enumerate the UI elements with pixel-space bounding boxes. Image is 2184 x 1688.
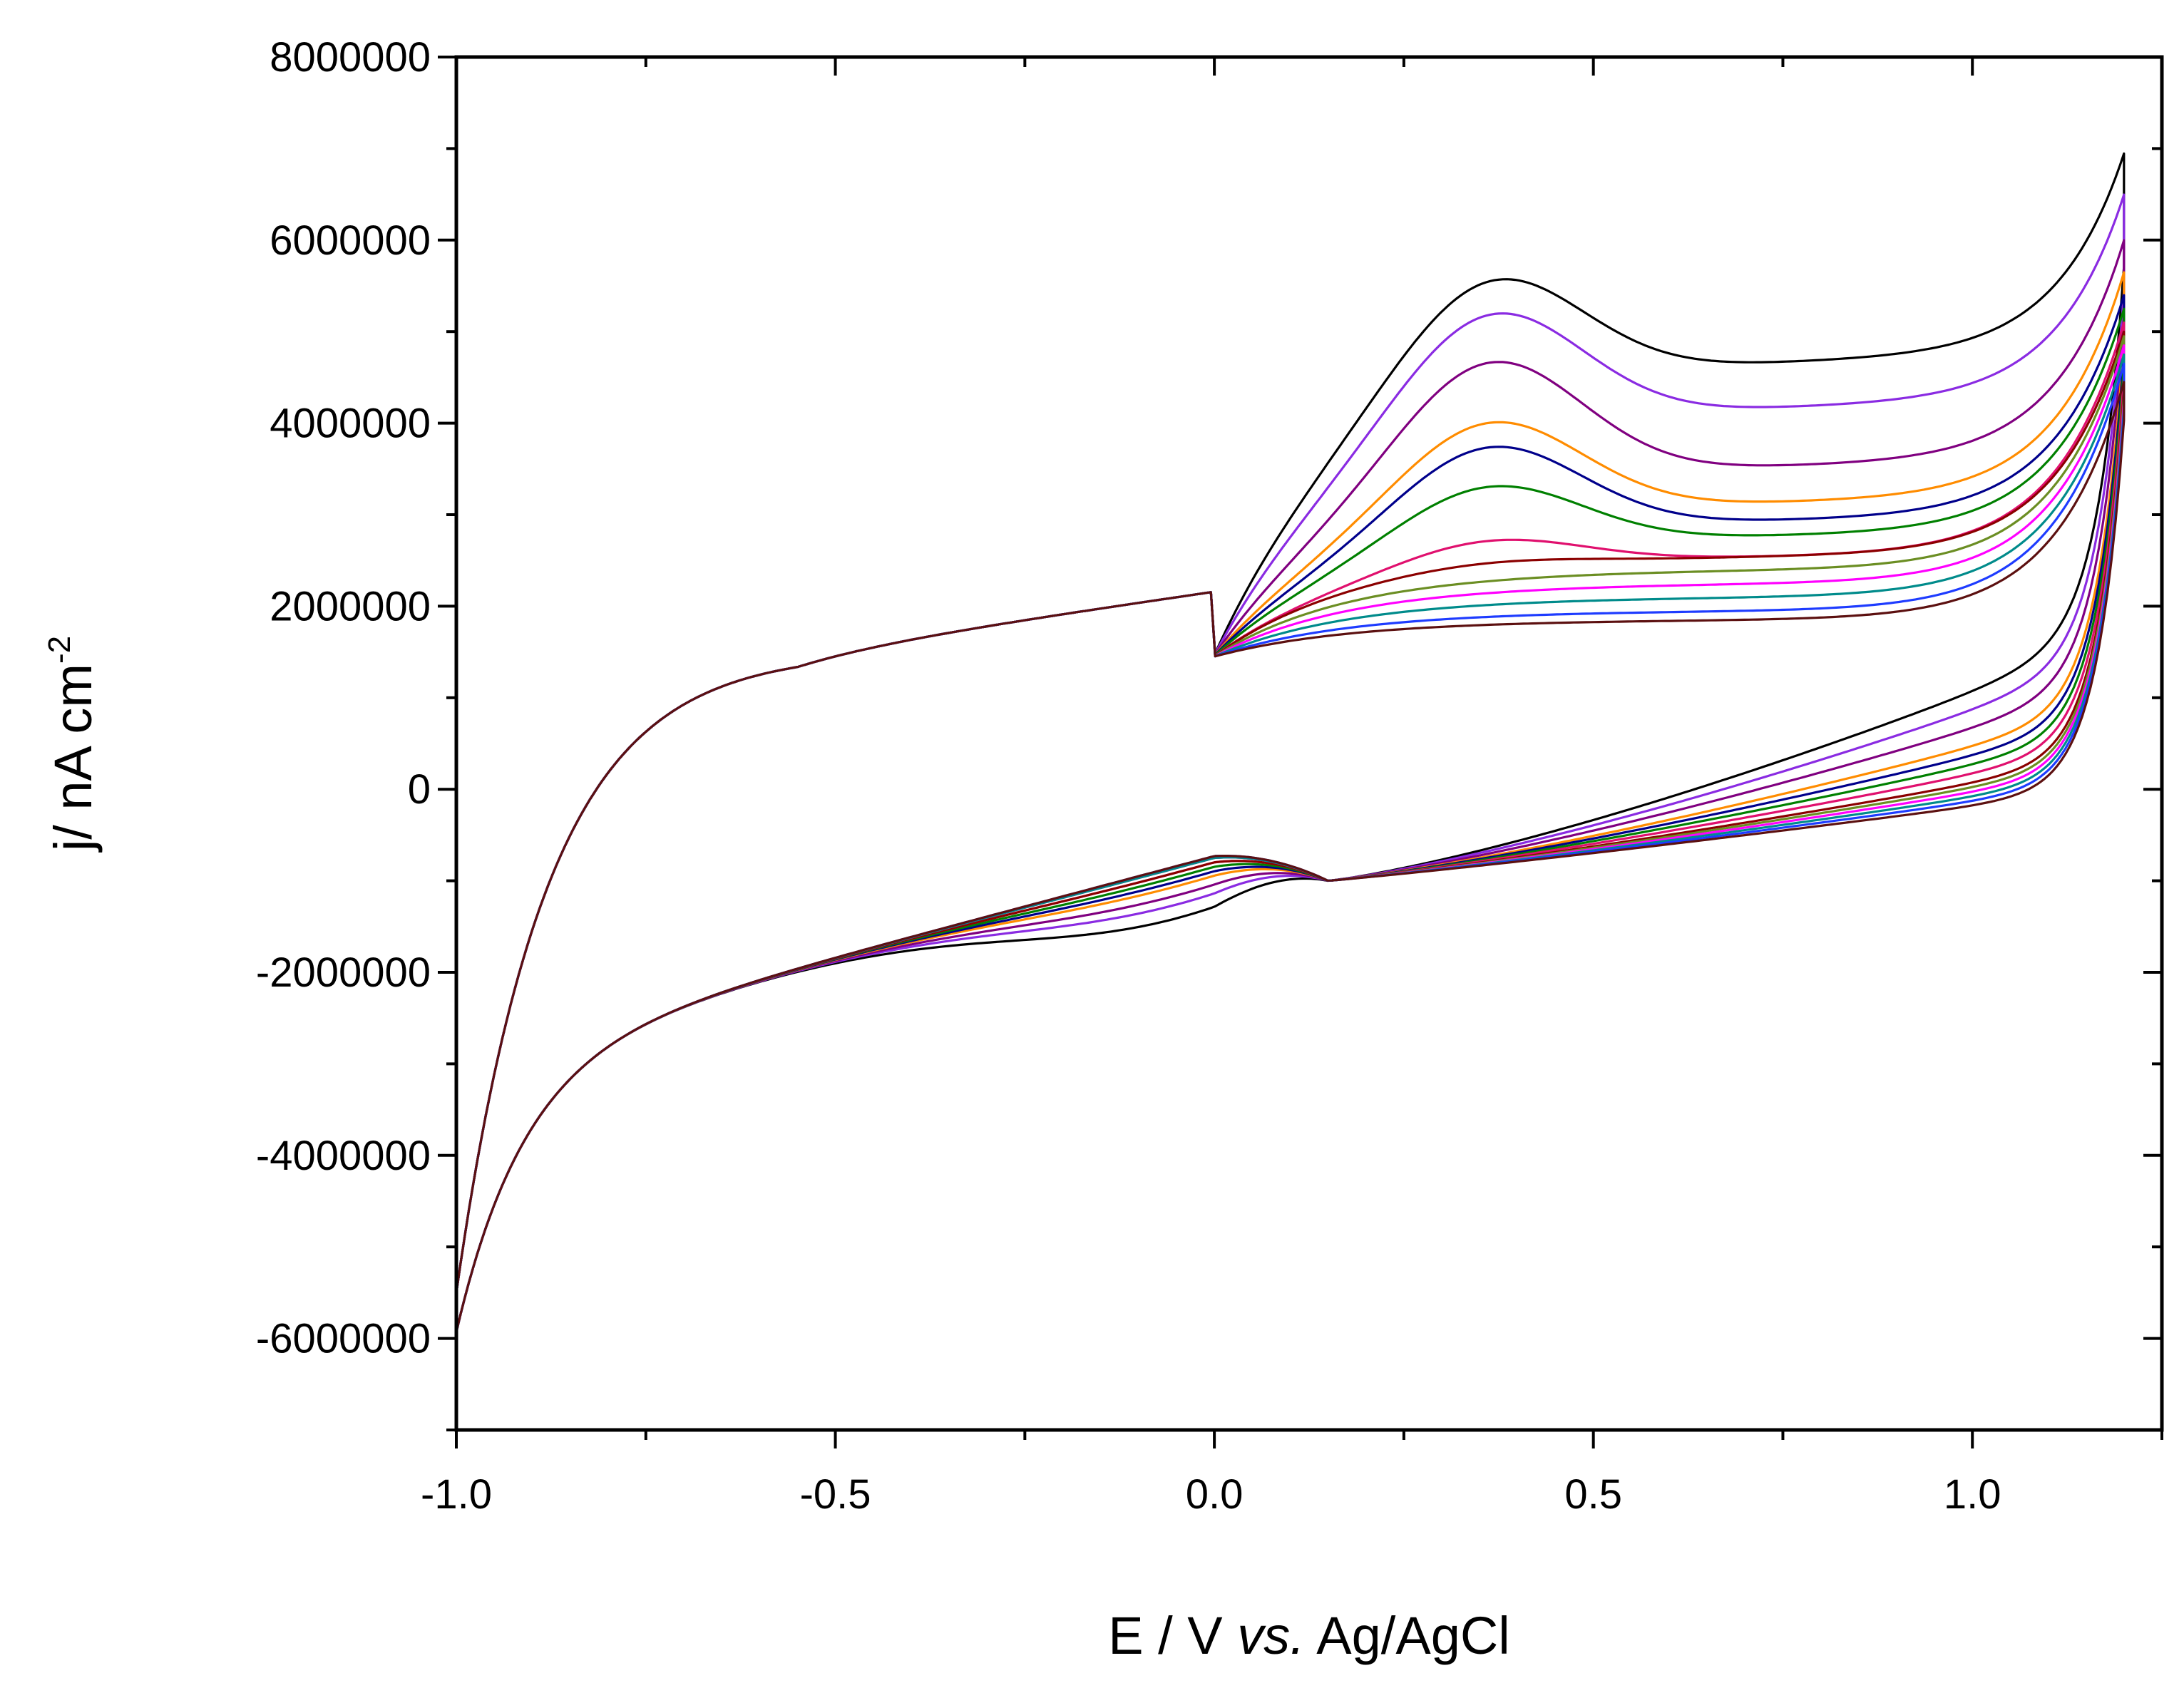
series-cycle-2 xyxy=(455,193,2126,1334)
y-tick-label: 0 xyxy=(408,766,431,813)
y-tick-label: -4000000 xyxy=(256,1133,431,1179)
series-cycle-11 xyxy=(455,353,2126,1334)
x-tick-label: -1.0 xyxy=(421,1471,492,1518)
series-cycle-12 xyxy=(455,362,2126,1334)
y-axis-label-sup: -2 xyxy=(42,636,77,664)
x-tick-label: 0.0 xyxy=(1186,1471,1244,1518)
series-group xyxy=(455,152,2126,1334)
series-cycle-8 xyxy=(455,330,2126,1334)
y-tick-label: -2000000 xyxy=(256,950,431,996)
y-tick-label: 4000000 xyxy=(270,401,431,447)
x-tick-label: -0.5 xyxy=(800,1471,871,1518)
series-cycle-7 xyxy=(455,321,2126,1334)
series-cycle-13 xyxy=(455,381,2126,1334)
x-tick-label: 1.0 xyxy=(1944,1471,2001,1518)
x-axis-label-prefix: E / V xyxy=(1108,1606,1237,1665)
y-tick-label: 2000000 xyxy=(270,583,431,629)
y-tick-label: 8000000 xyxy=(270,34,431,81)
plot-frame xyxy=(454,55,2164,1432)
x-axis-label: E / V vs. Ag/AgCl xyxy=(1108,1606,1509,1665)
x-axis-label-suffix: Ag/AgCl xyxy=(1305,1606,1510,1665)
y-axis-label: j/ nA cm-2 xyxy=(42,636,103,853)
y-tick-label: -6000000 xyxy=(256,1316,431,1362)
series-cycle-6 xyxy=(455,307,2126,1334)
x-axis-label-italic: vs. xyxy=(1237,1606,1305,1665)
series-cycle-9 xyxy=(455,335,2126,1334)
y-tick-label: 6000000 xyxy=(270,217,431,264)
x-tick-label: 0.5 xyxy=(1564,1471,1622,1518)
series-cycle-5 xyxy=(455,294,2126,1334)
y-axis-ticks: 8000000 6000000 4000000 2000000 0 -2000000 -40… xyxy=(256,34,2162,1431)
series-cycle-10 xyxy=(455,344,2126,1334)
y-axis-label-main: j/ nA cm xyxy=(43,664,103,853)
x-axis-ticks: -1.0 -0.5 0.0 0.5 1.0 xyxy=(421,57,2163,1518)
